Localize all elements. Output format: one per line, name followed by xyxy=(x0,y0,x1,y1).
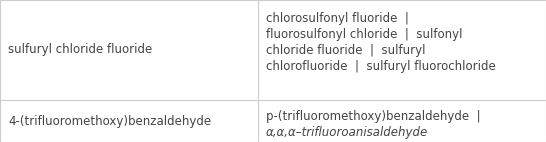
Text: 4-(trifluoromethoxy)benzaldehyde: 4-(trifluoromethoxy)benzaldehyde xyxy=(8,114,211,128)
Text: α,α,α–trifluoroanisaldehyde: α,α,α–trifluoroanisaldehyde xyxy=(266,126,428,139)
Text: fluorosulfonyl chloride  |  sulfonyl: fluorosulfonyl chloride | sulfonyl xyxy=(266,28,462,41)
Text: chlorosulfonyl fluoride  |: chlorosulfonyl fluoride | xyxy=(266,12,409,25)
Text: sulfuryl chloride fluoride: sulfuryl chloride fluoride xyxy=(8,43,152,57)
Text: chlorofluoride  |  sulfuryl fluorochloride: chlorofluoride | sulfuryl fluorochloride xyxy=(266,60,496,73)
Text: chloride fluoride  |  sulfuryl: chloride fluoride | sulfuryl xyxy=(266,44,425,57)
Text: p-(trifluoromethoxy)benzaldehyde  |: p-(trifluoromethoxy)benzaldehyde | xyxy=(266,110,480,123)
